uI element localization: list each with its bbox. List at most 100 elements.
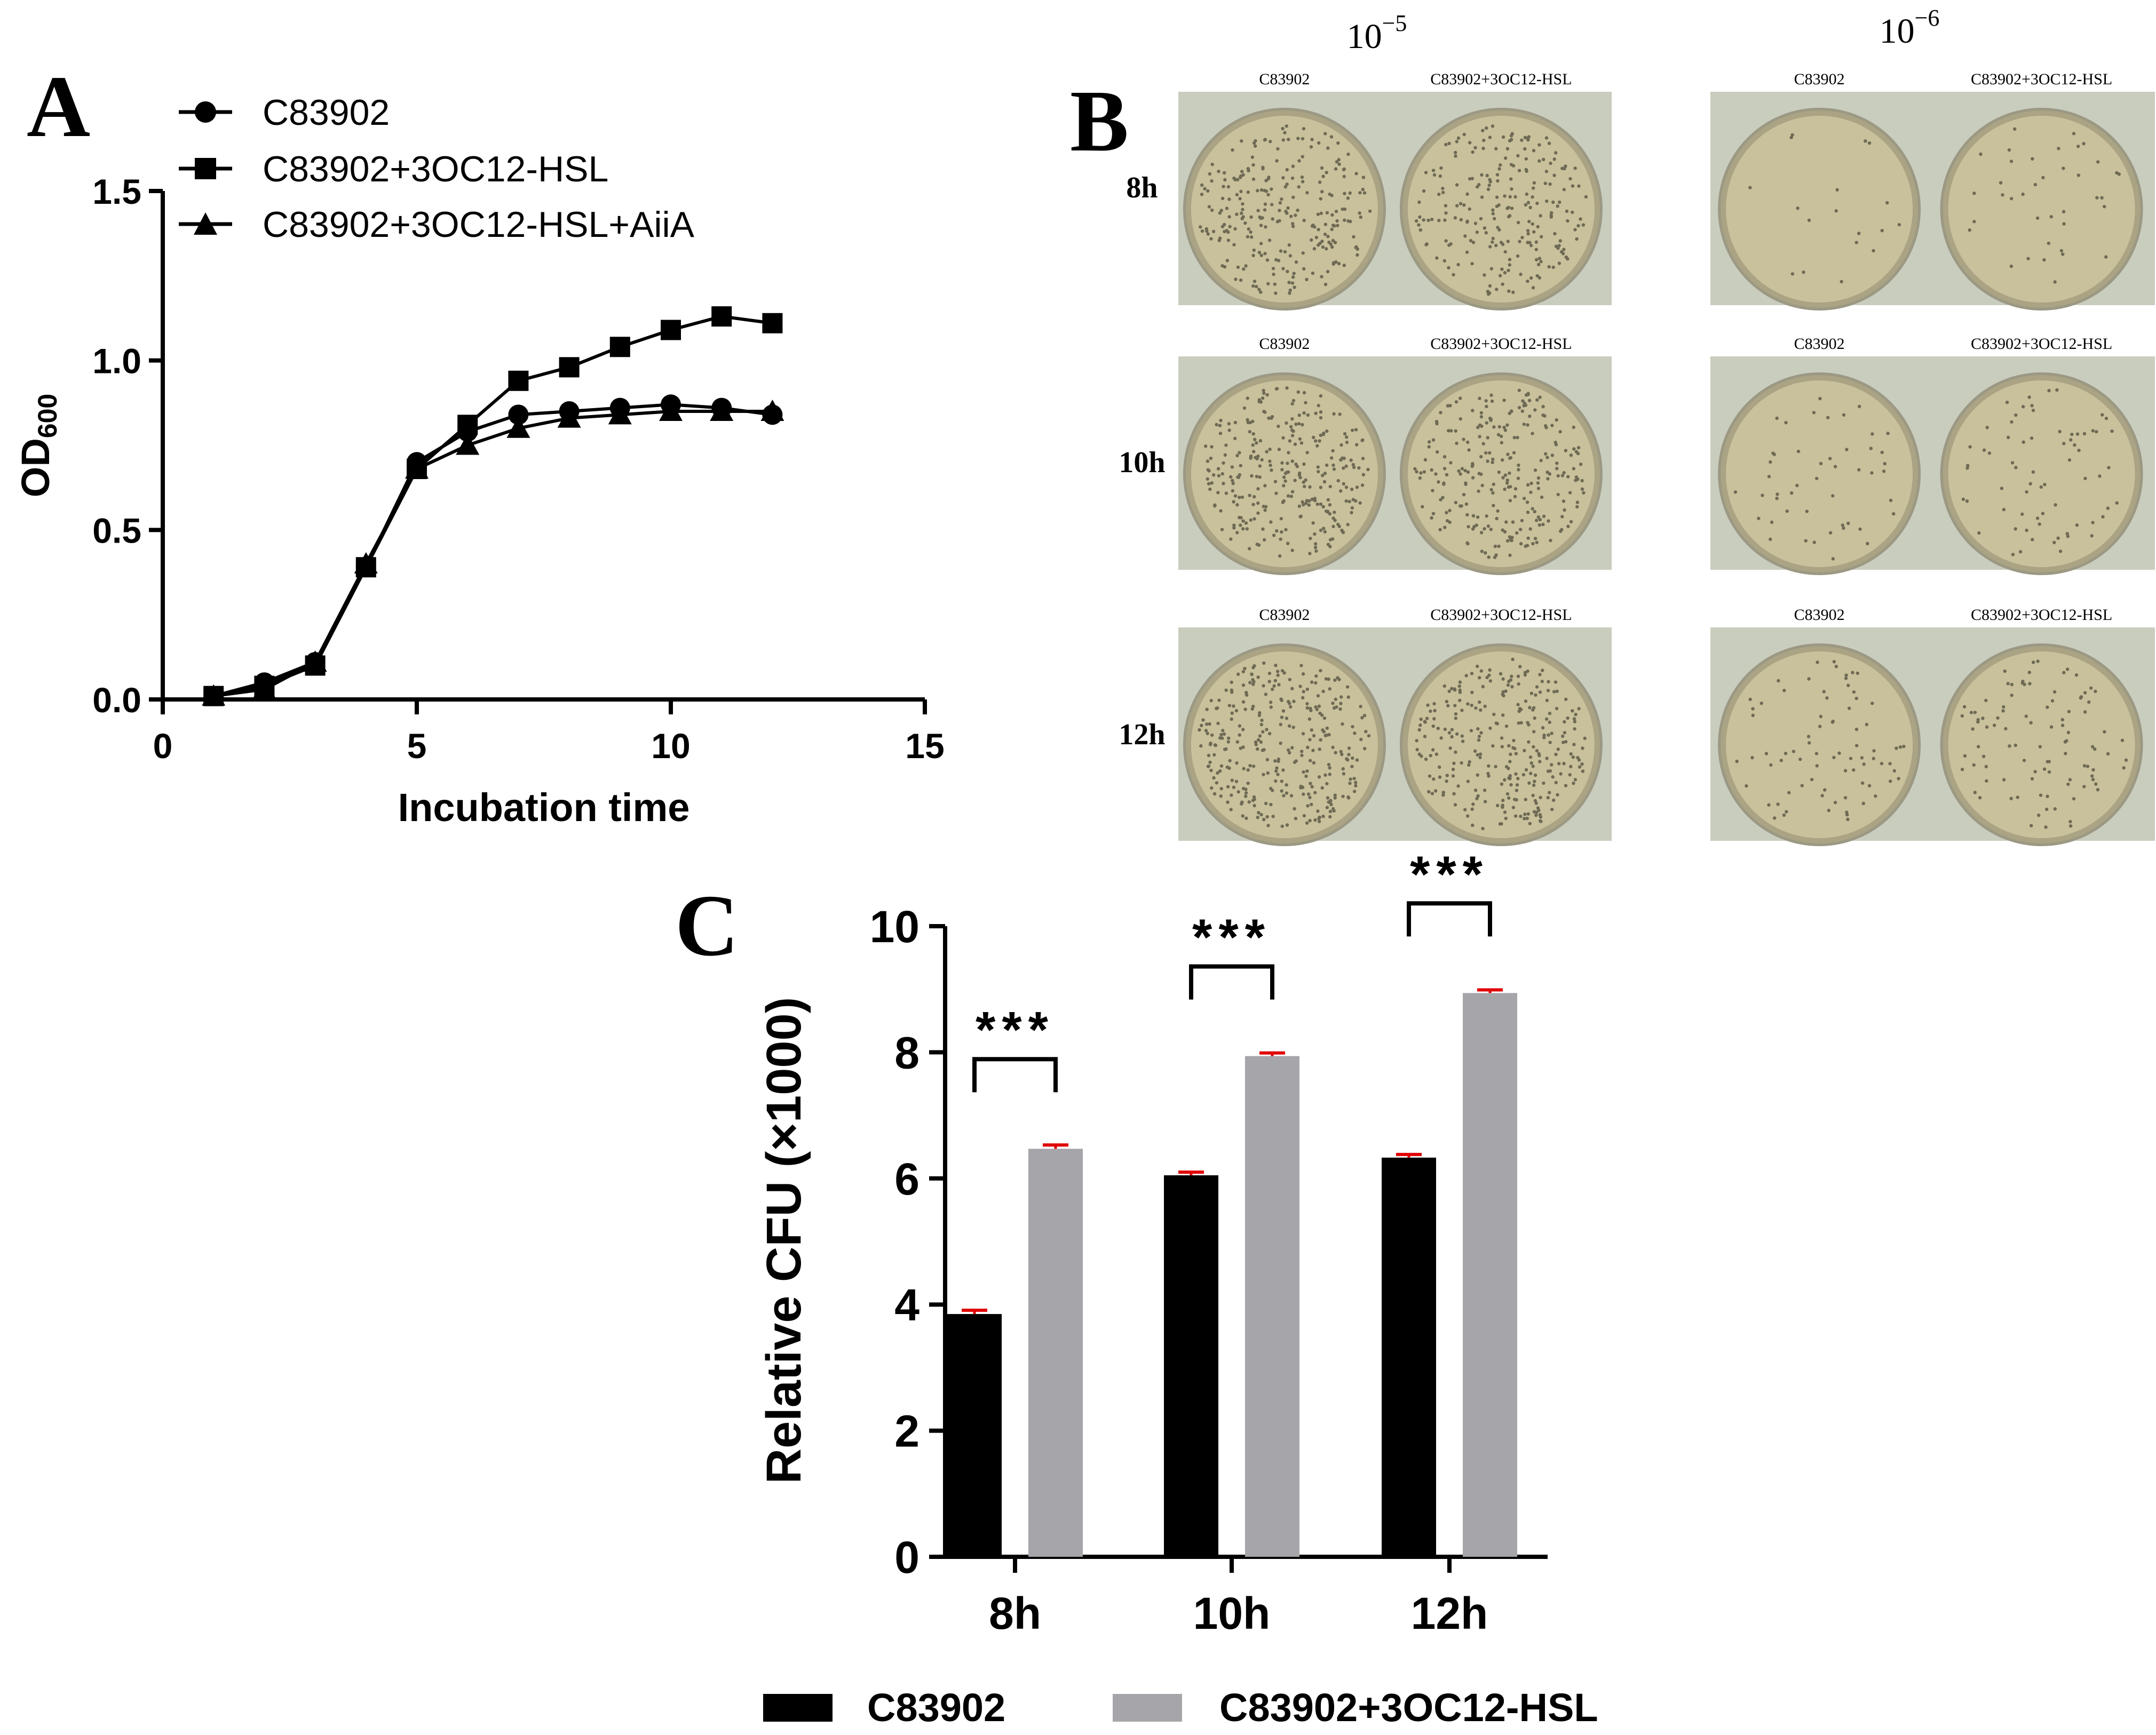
colony-dot [1424,757,1428,761]
colony-dot [1265,450,1269,453]
colony-dot [1286,748,1290,752]
panel-label-a: A [27,58,90,155]
colony-dot [1466,470,1470,474]
colony-dot [1216,771,1219,775]
colony-dot [1302,503,1305,507]
colony-dot [1492,482,1495,486]
colony-dot [1415,470,1418,474]
colony-dot [1454,429,1457,433]
colony-dot [2002,705,2006,709]
colony-dot [2054,503,2057,507]
colony-dot [1435,450,1439,454]
colony-dot [1206,731,1209,735]
colony-dot [1258,464,1262,468]
colony-dot [1512,451,1516,455]
colony-dot [1245,527,1249,531]
colony-dot [1889,498,1893,503]
colony-dot [1539,260,1543,264]
colony-dot [1540,235,1543,238]
colony-dot [1244,791,1248,795]
colony-dot [2122,766,2126,770]
colony-dot [1268,447,1272,451]
colony-dot [1531,793,1535,798]
colony-dot [1291,275,1295,279]
colony-dot [1308,485,1312,489]
petri-dish-agar [1402,375,1600,572]
data-point-triangle [710,399,734,421]
colony-dot [1487,764,1491,768]
colony-dot [1496,226,1500,229]
colony-dot [1438,174,1442,178]
colony-dot [1506,683,1510,687]
colony-dot [1285,791,1289,795]
colony-dot [1296,209,1299,212]
colony-dot [1200,723,1203,728]
colony-dot [1265,393,1269,397]
colony-dot [2064,752,2067,755]
colony-dot [1292,272,1296,275]
colony-dot [1552,798,1556,802]
colony-dot [1362,746,1367,751]
colony-dot [1491,236,1495,241]
colony-dot [1571,210,1574,214]
colony-dot [1981,717,1985,720]
colony-dot [1250,155,1255,159]
colony-dot [1304,774,1308,778]
colony-dot [1299,514,1303,518]
colony-dot [1961,497,1965,502]
colony-dot [1253,495,1256,499]
colony-dot [1471,463,1475,467]
colony-dot [1515,783,1519,787]
colony-dot [1341,722,1344,726]
colony-dot [1236,790,1240,794]
colony-dot [1334,210,1338,213]
colony-dot [1305,702,1309,706]
colony-dot [1259,242,1263,245]
colony-dot [1525,500,1529,504]
colony-dot [1508,263,1512,267]
colony-dot [1501,803,1504,807]
colony-dot [1479,455,1483,459]
colony-dot [1271,267,1275,270]
panel-c-x-tick-label: 8h [989,1588,1041,1638]
colony-dot [1462,437,1465,441]
colony-dot [1341,767,1345,771]
colony-dot [1474,706,1478,710]
colony-dot [1227,197,1231,201]
colony-dot [1235,761,1239,765]
colony-dot [1320,713,1324,717]
colony-dot [1256,815,1259,819]
colony-dot [1430,516,1433,520]
colony-dot [1515,531,1519,535]
colony-dot [1972,220,1976,224]
colony-dot [2073,443,2076,447]
colony-dot [1287,243,1291,247]
colony-dot [1562,761,1566,766]
colony-dot [1325,429,1329,433]
series-line-triangle [213,409,773,698]
colony-dot [1329,799,1333,802]
colony-dot [2042,258,2046,262]
colony-dot [2008,744,2011,748]
colony-dot [1217,698,1221,702]
colony-dot [1232,176,1236,180]
colony-dot [1505,423,1509,427]
colony-dot [1210,162,1214,166]
colony-dot [1519,273,1523,276]
colony-dot [1286,470,1290,474]
colony-dot [1459,396,1462,400]
colony-dot [1528,527,1532,531]
colony-dot [2010,694,2014,697]
colony-dot [1348,191,1352,195]
colony-dot [1538,395,1542,399]
colony-dot [1259,740,1263,744]
colony-dot [1341,530,1345,534]
colony-dot [1346,152,1350,156]
colony-dot [1319,410,1323,414]
colony-dot [1223,229,1226,234]
colony-dot [1286,269,1289,274]
colony-dot [1343,432,1347,436]
colony-dot [1212,776,1216,780]
colony-dot [1773,816,1777,820]
colony-dot [1270,468,1273,472]
